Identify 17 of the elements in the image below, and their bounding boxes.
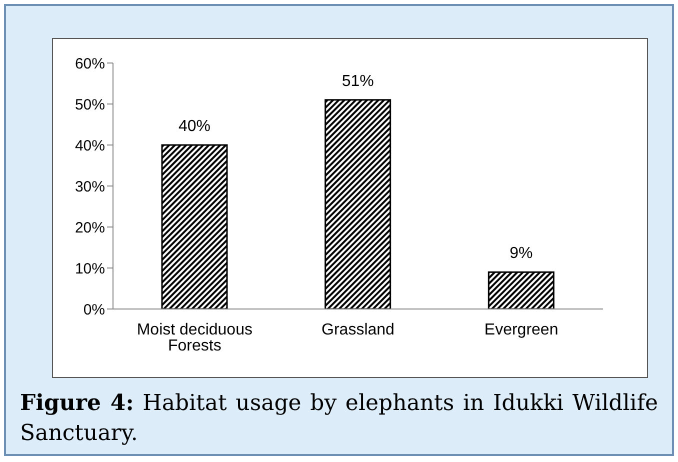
x-tick-label: Grassland [322, 321, 394, 338]
caption: Figure 4: Habitat usage by elephants in Idukki Wildlife Sanctuary. [19, 389, 659, 448]
x-tick-label: Moist deciduous Forests [136, 321, 252, 354]
bar [161, 144, 228, 309]
y-tick-label: 20% [74, 219, 105, 236]
y-tick-label: 30% [74, 178, 105, 196]
bar [488, 271, 554, 309]
y-tick-label: 0% [83, 301, 105, 318]
bar [324, 99, 392, 309]
data-label: 51% [342, 72, 374, 90]
y-tick-label: 60% [74, 55, 105, 72]
data-label: 9% [510, 245, 533, 262]
data-label: 40% [178, 118, 211, 135]
y-tick-label: 50% [74, 96, 105, 114]
x-tick-label: Evergreen [484, 321, 558, 338]
y-tick-label: 10% [74, 260, 105, 278]
y-tick-label: 40% [74, 137, 105, 154]
